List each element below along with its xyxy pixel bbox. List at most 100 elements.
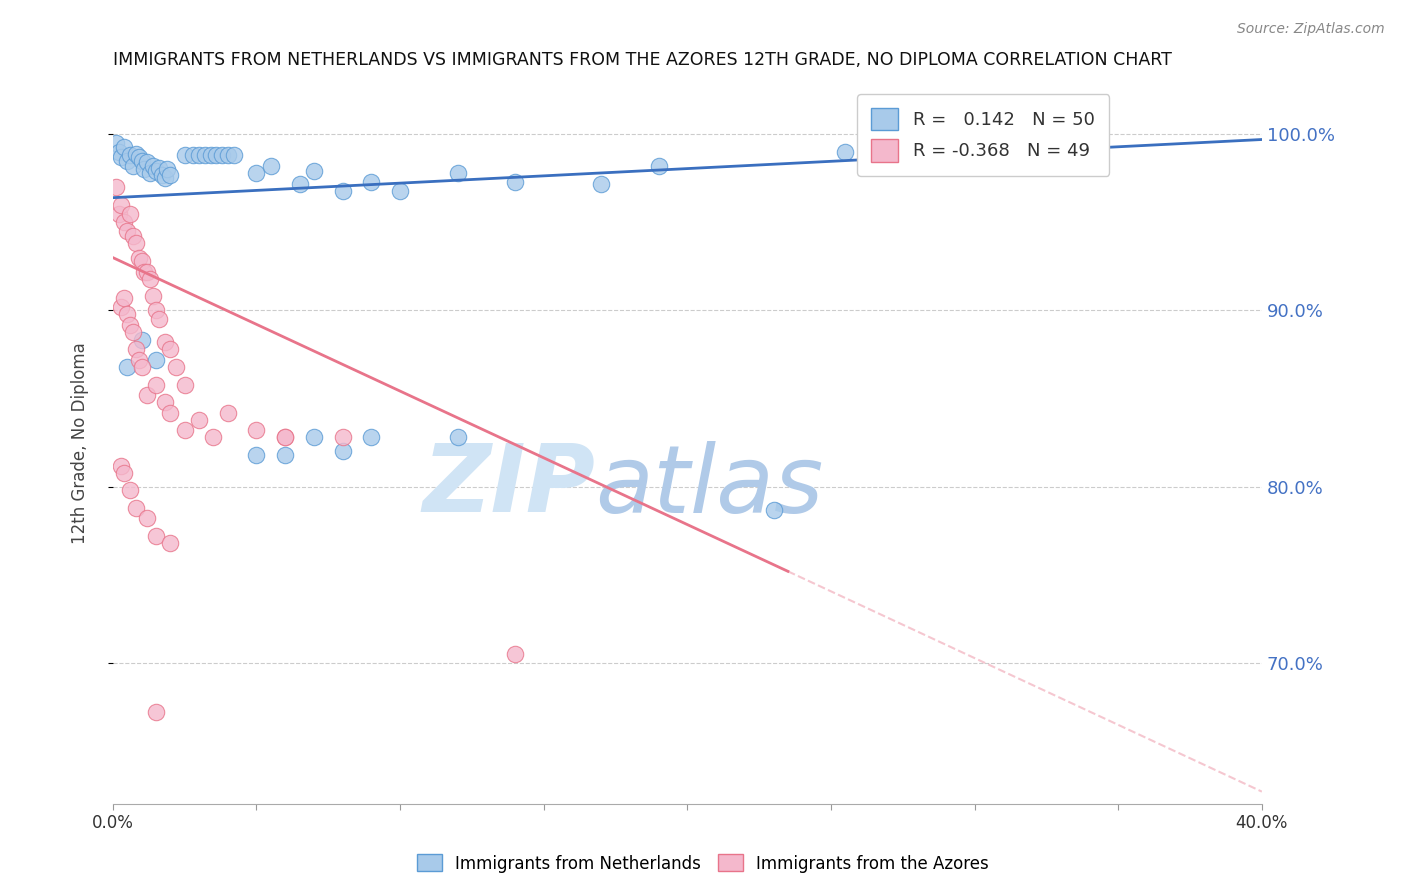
Point (145, 529, 167, 543)
Point (156, 162, 179, 177)
Point (332, 184, 354, 198)
Point (194, 148, 217, 162)
Point (159, 168, 181, 182)
Point (173, 423, 195, 437)
Point (332, 430, 354, 444)
Point (128, 251, 150, 265)
Point (131, 334, 153, 348)
Point (107, 145, 129, 159)
Point (211, 148, 233, 162)
Point (112, 215, 135, 229)
Point (145, 352, 167, 367)
Point (131, 254, 153, 268)
Point (131, 359, 153, 374)
Point (122, 325, 145, 339)
Point (115, 153, 138, 168)
Point (136, 155, 159, 169)
Point (145, 303, 167, 318)
Point (148, 312, 170, 326)
Point (136, 511, 159, 525)
Point (131, 153, 153, 168)
Point (104, 180, 127, 194)
Point (302, 164, 325, 178)
Point (153, 395, 176, 409)
Point (122, 229, 145, 244)
Point (446, 166, 468, 180)
Point (274, 430, 297, 444)
Point (503, 175, 526, 189)
Point (274, 430, 297, 444)
Point (136, 265, 159, 279)
Point (165, 359, 187, 374)
Point (245, 423, 267, 437)
Point (360, 175, 382, 189)
Point (125, 500, 148, 515)
Point (360, 430, 382, 444)
Point (110, 198, 132, 212)
Point (139, 166, 162, 180)
Point (115, 359, 138, 374)
Point (136, 388, 159, 402)
Legend: R =   0.142   N = 50, R = -0.368   N = 49: R = 0.142 N = 50, R = -0.368 N = 49 (856, 94, 1109, 176)
Point (120, 206, 142, 220)
Point (217, 406, 239, 420)
Point (139, 271, 162, 285)
Point (245, 448, 267, 462)
Point (188, 148, 211, 162)
Point (145, 377, 167, 392)
Point (222, 148, 245, 162)
Legend: Immigrants from Netherlands, Immigrants from the Azores: Immigrants from Netherlands, Immigrants … (411, 847, 995, 880)
Point (153, 171, 176, 186)
Point (142, 159, 165, 173)
Point (128, 352, 150, 367)
Point (503, 647, 526, 661)
Point (591, 177, 613, 191)
Point (134, 162, 156, 177)
Text: ZIP: ZIP (423, 440, 596, 532)
Point (120, 483, 142, 498)
Point (762, 502, 785, 516)
Point (288, 177, 311, 191)
Point (150, 168, 173, 182)
Point (446, 430, 468, 444)
Point (159, 406, 181, 420)
Point (145, 164, 167, 178)
Point (145, 706, 167, 720)
Point (159, 536, 181, 550)
Point (274, 448, 297, 462)
Point (110, 300, 132, 314)
Point (112, 139, 135, 153)
Point (128, 150, 150, 164)
Point (245, 166, 267, 180)
Point (159, 343, 181, 357)
Point (302, 430, 325, 444)
Point (148, 161, 170, 175)
Point (120, 148, 142, 162)
Point (125, 146, 148, 161)
Point (332, 444, 354, 458)
Text: IMMIGRANTS FROM NETHERLANDS VS IMMIGRANTS FROM THE AZORES 12TH GRADE, NO DIPLOMA: IMMIGRANTS FROM NETHERLANDS VS IMMIGRANT… (112, 51, 1171, 69)
Point (260, 159, 283, 173)
Point (181, 148, 204, 162)
Point (112, 291, 135, 305)
Y-axis label: 12th Grade, No Diploma: 12th Grade, No Diploma (72, 342, 89, 543)
Point (107, 206, 129, 220)
Point (110, 150, 132, 164)
Point (125, 236, 148, 251)
Point (202, 430, 225, 444)
Point (110, 458, 132, 473)
Point (200, 148, 222, 162)
Point (217, 148, 239, 162)
Point (173, 377, 195, 392)
Point (647, 159, 669, 173)
Point (104, 136, 127, 150)
Point (115, 307, 138, 321)
Point (205, 148, 228, 162)
Point (142, 289, 165, 303)
Point (125, 343, 148, 357)
Point (389, 184, 412, 198)
Point (112, 466, 135, 480)
Point (134, 265, 156, 279)
Point (115, 224, 138, 238)
Point (834, 145, 856, 159)
